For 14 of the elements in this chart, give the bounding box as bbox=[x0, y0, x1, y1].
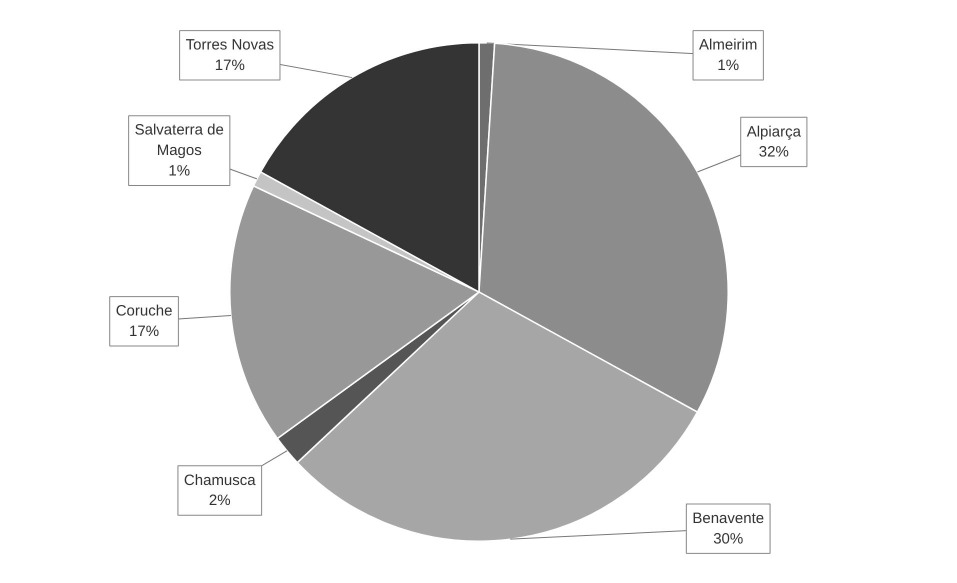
data-label: 17% bbox=[129, 323, 160, 340]
data-label: 2% bbox=[208, 492, 231, 510]
data-label: 32% bbox=[758, 144, 789, 161]
data-label: 1% bbox=[168, 162, 190, 180]
slice-label: Torres Novas bbox=[186, 36, 274, 54]
slice-label: Benavente bbox=[692, 510, 764, 527]
slice-label: Alpiarça bbox=[746, 123, 802, 140]
slice-label: Coruche bbox=[116, 302, 172, 320]
data-label: 30% bbox=[713, 530, 744, 548]
slice-label: Chamusca bbox=[184, 472, 256, 489]
slice-label: Salvaterra de Magos bbox=[134, 122, 224, 160]
data-label: 17% bbox=[214, 57, 245, 74]
data-label: 1% bbox=[717, 57, 740, 74]
slice-label: Almeirim bbox=[699, 36, 758, 54]
